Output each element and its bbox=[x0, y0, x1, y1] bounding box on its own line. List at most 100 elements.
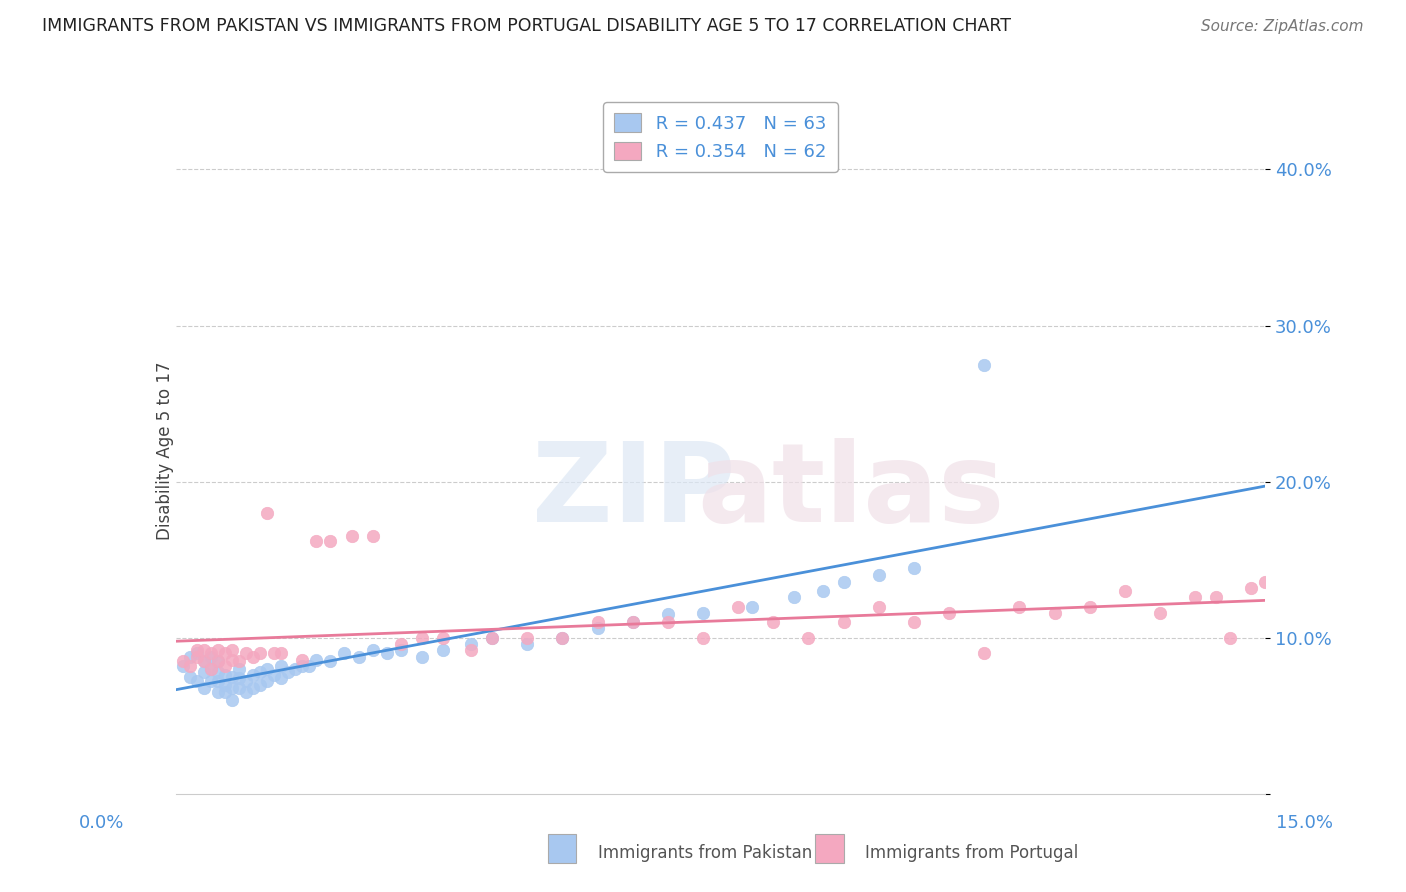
Point bbox=[207, 685, 229, 699]
Point bbox=[228, 681, 250, 695]
Point bbox=[256, 674, 278, 689]
Point bbox=[1324, 628, 1347, 642]
Point bbox=[270, 658, 292, 673]
Point bbox=[1008, 599, 1031, 614]
Point bbox=[762, 615, 785, 630]
Point bbox=[811, 583, 834, 598]
Point bbox=[200, 649, 222, 664]
Point bbox=[221, 643, 243, 657]
Text: ZIP: ZIP bbox=[531, 438, 735, 545]
Point bbox=[207, 674, 229, 689]
Point bbox=[172, 654, 194, 668]
Point bbox=[270, 671, 292, 685]
Point bbox=[516, 637, 538, 651]
Point bbox=[460, 643, 482, 657]
Point bbox=[270, 646, 292, 660]
Point bbox=[186, 649, 208, 664]
Legend:  R = 0.437   N = 63,  R = 0.354   N = 62: R = 0.437 N = 63, R = 0.354 N = 62 bbox=[603, 103, 838, 172]
Point bbox=[207, 654, 229, 668]
Point bbox=[1289, 662, 1312, 676]
Point bbox=[1254, 574, 1277, 589]
Point bbox=[797, 631, 820, 645]
Point bbox=[727, 599, 749, 614]
Point bbox=[375, 646, 398, 660]
Point bbox=[1360, 514, 1382, 528]
Point bbox=[903, 560, 925, 574]
Point bbox=[516, 631, 538, 645]
Point bbox=[179, 670, 201, 684]
Point bbox=[903, 615, 925, 630]
Point bbox=[1275, 633, 1298, 648]
Point bbox=[207, 643, 229, 657]
Point bbox=[249, 646, 271, 660]
Point bbox=[460, 637, 482, 651]
Y-axis label: Disability Age 5 to 17: Disability Age 5 to 17 bbox=[156, 361, 173, 540]
Point bbox=[1114, 583, 1136, 598]
Point bbox=[361, 529, 384, 543]
Point bbox=[263, 646, 285, 660]
Point bbox=[186, 643, 208, 657]
Point bbox=[319, 533, 342, 548]
Point bbox=[291, 658, 314, 673]
Point bbox=[214, 678, 236, 692]
Point bbox=[621, 615, 644, 630]
Point bbox=[411, 649, 433, 664]
Point bbox=[221, 670, 243, 684]
Point bbox=[214, 685, 236, 699]
Point bbox=[333, 646, 356, 660]
Point bbox=[277, 665, 299, 680]
Point bbox=[221, 653, 243, 667]
Point bbox=[319, 654, 342, 668]
Point bbox=[249, 678, 271, 692]
Point bbox=[263, 668, 285, 682]
Point bbox=[1205, 591, 1227, 605]
Point bbox=[207, 665, 229, 680]
Point bbox=[1240, 581, 1263, 595]
FancyBboxPatch shape bbox=[815, 834, 844, 863]
Point bbox=[973, 358, 995, 372]
Point bbox=[291, 653, 314, 667]
Point bbox=[586, 615, 609, 630]
Point bbox=[1219, 631, 1241, 645]
FancyBboxPatch shape bbox=[548, 834, 576, 863]
Point bbox=[256, 662, 278, 676]
Point bbox=[228, 662, 250, 676]
Point bbox=[200, 674, 222, 689]
Point bbox=[172, 658, 194, 673]
Point bbox=[389, 637, 412, 651]
Point bbox=[586, 621, 609, 635]
Point bbox=[179, 658, 201, 673]
Point bbox=[1078, 599, 1101, 614]
Point bbox=[432, 643, 454, 657]
Point bbox=[235, 685, 257, 699]
Point bbox=[235, 674, 257, 689]
Point bbox=[832, 615, 855, 630]
Point bbox=[235, 646, 257, 660]
Point bbox=[249, 665, 271, 680]
Point bbox=[193, 654, 215, 668]
Text: 0.0%: 0.0% bbox=[79, 814, 124, 831]
Point bbox=[228, 654, 250, 668]
Point bbox=[1149, 606, 1171, 620]
Point bbox=[186, 674, 208, 689]
Text: Immigrants from Pakistan: Immigrants from Pakistan bbox=[598, 844, 811, 862]
Point bbox=[298, 658, 321, 673]
Point bbox=[361, 643, 384, 657]
Point bbox=[242, 668, 264, 682]
Point bbox=[783, 591, 806, 605]
Point bbox=[938, 606, 960, 620]
Point bbox=[832, 574, 855, 589]
Point bbox=[692, 606, 714, 620]
Point bbox=[432, 631, 454, 645]
Point bbox=[207, 654, 229, 668]
Point bbox=[214, 658, 236, 673]
Point bbox=[186, 646, 208, 660]
Point bbox=[657, 615, 679, 630]
Point bbox=[1043, 606, 1066, 620]
Point bbox=[200, 662, 222, 676]
Point bbox=[179, 649, 201, 664]
Point bbox=[621, 615, 644, 630]
Point bbox=[200, 646, 222, 660]
Point bbox=[200, 662, 222, 676]
Point bbox=[692, 631, 714, 645]
